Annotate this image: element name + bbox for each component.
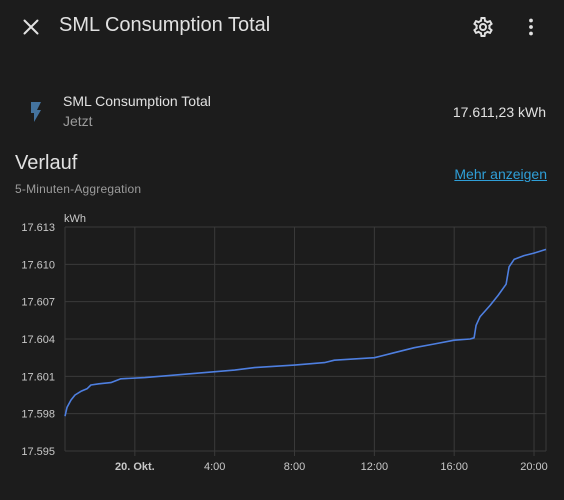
dialog-title: SML Consumption Total bbox=[59, 14, 271, 36]
x-tick-label: 4:00 bbox=[204, 461, 225, 473]
history-title: Verlauf bbox=[15, 152, 78, 174]
x-tick-label: 12:00 bbox=[361, 461, 389, 473]
flash-icon bbox=[31, 102, 41, 122]
entity-row: SML Consumption Total Jetzt 17.611,23 kW… bbox=[0, 86, 564, 138]
y-tick-label: 17.601 bbox=[21, 371, 55, 383]
entity-last-changed: Jetzt bbox=[63, 113, 93, 129]
y-tick-label: 17.604 bbox=[21, 334, 55, 346]
x-tick-label: 16:00 bbox=[440, 461, 468, 473]
y-axis-unit-label: kWh bbox=[64, 213, 86, 225]
dots-vertical-icon bbox=[529, 18, 533, 36]
y-tick-label: 17.598 bbox=[21, 409, 55, 421]
close-button[interactable] bbox=[11, 7, 51, 47]
history-subtitle: 5-Minuten-Aggregation bbox=[15, 182, 142, 196]
entity-name: SML Consumption Total bbox=[63, 93, 211, 109]
x-tick-label: 20:00 bbox=[520, 461, 548, 473]
dialog-header: SML Consumption Total bbox=[0, 0, 564, 56]
show-more-link[interactable]: Mehr anzeigen bbox=[454, 166, 547, 182]
y-tick-label: 17.595 bbox=[21, 446, 55, 458]
y-tick-label: 17.607 bbox=[21, 297, 55, 309]
x-tick-label: 20. Okt. bbox=[115, 461, 155, 473]
close-icon bbox=[23, 19, 39, 35]
y-tick-label: 17.610 bbox=[21, 259, 55, 271]
gear-icon bbox=[473, 17, 493, 37]
more-options-button[interactable] bbox=[511, 7, 551, 47]
entity-state: 17.611,23 kWh bbox=[452, 104, 546, 120]
series-line[interactable] bbox=[64, 248, 547, 417]
x-tick-label: 8:00 bbox=[284, 461, 305, 473]
history-chart[interactable]: kWh 17.613 17.610 17.607 17.604 17.601 17.598 1… bbox=[0, 205, 564, 475]
y-tick-label: 17.613 bbox=[21, 222, 55, 234]
settings-button[interactable] bbox=[463, 7, 503, 47]
